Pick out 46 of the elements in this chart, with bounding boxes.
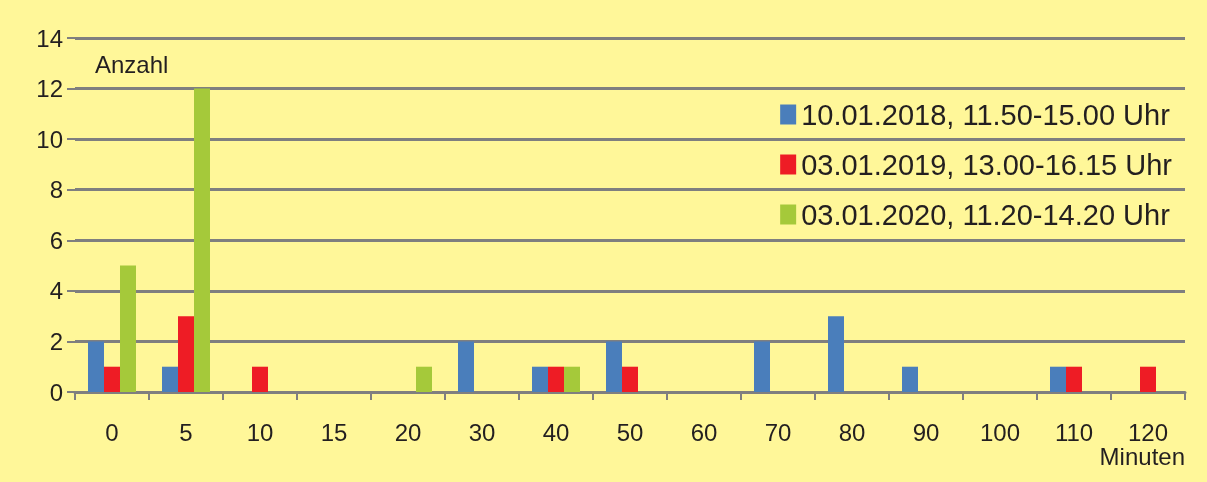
x-tick-label: 40 xyxy=(542,418,570,446)
legend-label: 03.01.2020, 11.20-14.20 Uhr xyxy=(801,198,1171,231)
y-tick-label: 12 xyxy=(36,75,63,103)
y-tick-label: 4 xyxy=(49,277,63,305)
bar xyxy=(1050,366,1066,392)
x-tick-label: 80 xyxy=(838,418,866,446)
bar xyxy=(622,366,638,392)
legend-label: 03.01.2019, 13.00-16.15 Uhr xyxy=(801,148,1173,181)
x-tick-label: 70 xyxy=(764,418,792,446)
x-tick-label: 60 xyxy=(690,418,718,446)
bar xyxy=(606,341,622,392)
legend-label: 10.01.2018, 11.50-15.00 Uhr xyxy=(801,98,1171,131)
bar xyxy=(1140,366,1156,392)
bar xyxy=(902,366,918,392)
x-tick-label: 10 xyxy=(246,418,274,446)
bar xyxy=(162,366,178,392)
x-tick-label: 20 xyxy=(394,418,422,446)
bar xyxy=(104,366,120,392)
x-tick-label: 100 xyxy=(979,418,1021,446)
bar xyxy=(458,341,474,392)
bar xyxy=(120,265,136,392)
bar xyxy=(828,316,844,392)
bar xyxy=(416,366,432,392)
x-tick-label: 15 xyxy=(320,418,348,446)
x-tick-label: 90 xyxy=(912,418,940,446)
y-tick-label: 0 xyxy=(49,378,63,406)
x-tick-label: 30 xyxy=(468,418,496,446)
y-tick-label: 6 xyxy=(49,226,63,254)
bar xyxy=(178,316,194,392)
bar xyxy=(548,366,564,392)
bar xyxy=(88,341,104,392)
y-tick-label: 14 xyxy=(36,24,63,52)
x-tick-label: 50 xyxy=(616,418,644,446)
bar xyxy=(532,366,548,392)
bar xyxy=(252,366,268,392)
y-axis-title: Anzahl xyxy=(95,50,169,78)
bar xyxy=(564,366,580,392)
y-tick-label: 8 xyxy=(49,176,63,204)
y-tick-label: 2 xyxy=(49,327,63,355)
bar xyxy=(754,341,770,392)
bar xyxy=(1066,366,1082,392)
x-tick-label: 110 xyxy=(1054,418,1094,446)
x-tick-label: 5 xyxy=(179,418,193,446)
x-tick-label: 0 xyxy=(105,418,119,446)
bar xyxy=(194,88,210,392)
y-tick-label: 10 xyxy=(36,125,63,153)
